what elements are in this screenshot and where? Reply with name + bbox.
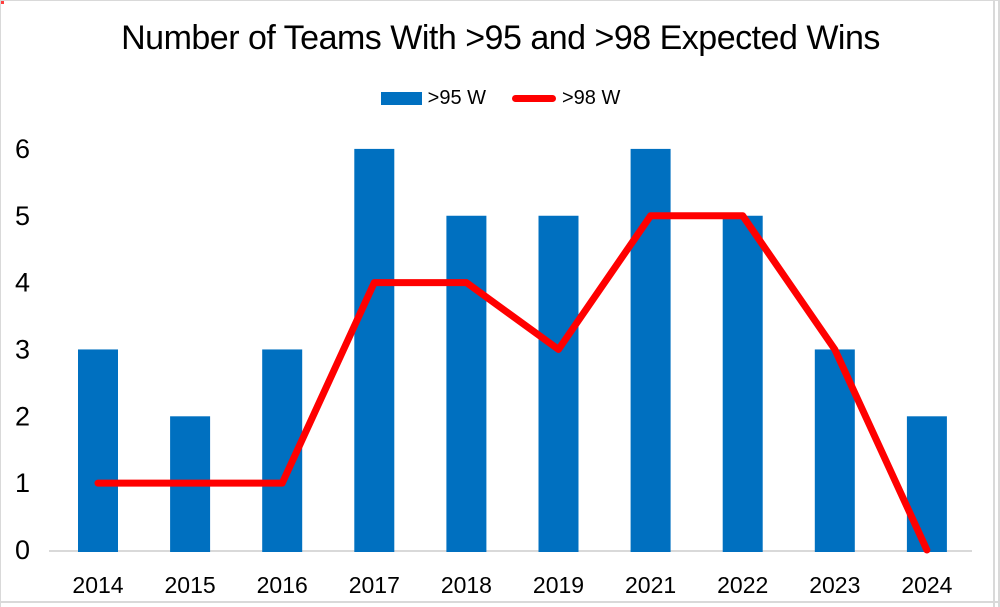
x-axis-tick-label: 2016 (257, 572, 308, 598)
x-axis-tick-label: 2018 (441, 572, 492, 598)
legend-item: >95 W (380, 86, 486, 110)
legend-label: >98 W (562, 86, 621, 109)
y-axis-tick-label: 3 (15, 334, 30, 364)
line-series (94, 212, 931, 554)
y-axis-tick-label: 1 (15, 468, 30, 498)
legend: >95 W >98 W (1, 86, 1000, 110)
legend-line-swatch-icon (512, 94, 556, 102)
bar-2014 (78, 349, 118, 552)
bar-2024 (906, 416, 947, 552)
bar-2019 (538, 215, 579, 552)
x-axis-tick-label: 2015 (165, 572, 216, 598)
x-axis-tick-label: 2017 (349, 572, 400, 598)
bar-2022 (722, 215, 763, 552)
bar-2021 (630, 148, 671, 552)
bar-2018 (446, 215, 487, 552)
x-axis-tick-label: 2024 (901, 572, 952, 598)
corner-artifact-dot (1, 1, 4, 4)
y-axis-tick-label: 6 (15, 134, 30, 164)
legend-bar-swatch-icon (380, 91, 422, 105)
x-axis-tick-label: 2019 (533, 572, 584, 598)
y-axis-tick-label: 2 (15, 401, 30, 431)
x-axis-tick-label: 2014 (72, 572, 123, 598)
bar-2017 (354, 148, 395, 552)
y-axis-tick-label: 0 (15, 535, 30, 565)
x-axis-tick-label: 2021 (625, 572, 676, 598)
y-axis-tick-label: 4 (15, 268, 30, 298)
x-axis-tick-label: 2022 (717, 572, 768, 598)
chart-title: Number of Teams With >95 and >98 Expecte… (121, 19, 880, 57)
legend-item: >98 W (512, 87, 620, 110)
right-border-line-outer (998, 1, 1000, 607)
right-border-line-inner (993, 1, 995, 607)
y-axis-tick-label: 5 (15, 201, 30, 231)
bottom-border-line (1, 601, 1000, 603)
legend-label: >95 W (427, 86, 486, 109)
x-axis-tick-label: 2023 (809, 572, 860, 598)
